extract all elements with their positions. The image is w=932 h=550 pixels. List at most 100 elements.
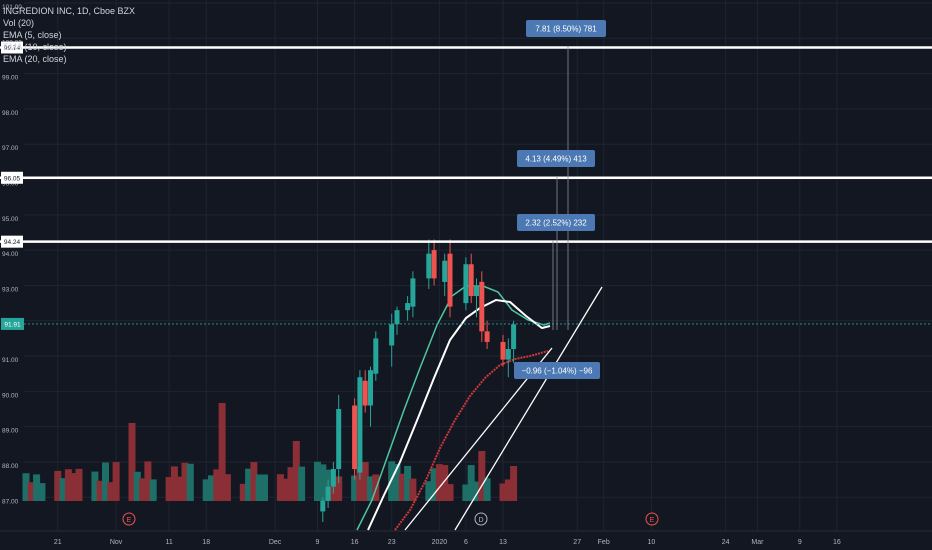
volume-bar bbox=[112, 462, 120, 501]
volume-bar bbox=[462, 484, 470, 501]
event-marker-label: E bbox=[127, 517, 132, 524]
x-tick-label: 2020 bbox=[432, 539, 448, 546]
volume-bar bbox=[292, 441, 300, 501]
candle-body[interactable] bbox=[389, 324, 395, 346]
y-tick-label: 99.00 bbox=[2, 75, 19, 82]
y-tick-label: 89.00 bbox=[2, 428, 19, 435]
ema20-line bbox=[394, 350, 549, 531]
volume-bar bbox=[261, 474, 268, 501]
candle-body[interactable] bbox=[474, 285, 479, 297]
volume-bar bbox=[181, 462, 189, 501]
measure-label-box[interactable] bbox=[514, 362, 600, 379]
candle-body[interactable] bbox=[426, 253, 432, 279]
volume-bar bbox=[361, 462, 369, 501]
x-tick-label: 9 bbox=[316, 539, 320, 546]
volume-bar bbox=[96, 480, 104, 501]
candle-body[interactable] bbox=[463, 264, 469, 304]
candle-body[interactable] bbox=[336, 409, 342, 470]
measure-label-box[interactable] bbox=[517, 150, 595, 167]
volume-bar bbox=[282, 478, 290, 501]
y-tick-label: 87.00 bbox=[2, 498, 19, 505]
y-tick-label: 96.00 bbox=[2, 181, 19, 188]
measure-label[interactable]: 7.81 (8.50%) 781 bbox=[535, 25, 597, 34]
candle-body[interactable] bbox=[505, 349, 511, 360]
candle-body[interactable] bbox=[484, 331, 490, 342]
price-line-label-box bbox=[1, 171, 23, 184]
candle-body[interactable] bbox=[511, 324, 517, 349]
volume-bar bbox=[467, 465, 475, 501]
x-tick-label: 16 bbox=[351, 539, 359, 546]
candle-body[interactable] bbox=[442, 260, 448, 282]
candle-body[interactable] bbox=[362, 380, 368, 406]
candle-body[interactable] bbox=[394, 310, 400, 325]
volume-bar bbox=[128, 423, 136, 501]
volume-bar bbox=[404, 465, 412, 501]
legend-title[interactable]: INGREDION INC, 1D, Cboe BZX bbox=[3, 6, 136, 16]
candle-body[interactable] bbox=[405, 303, 411, 311]
candle-body[interactable] bbox=[410, 278, 416, 307]
trend-line[interactable] bbox=[454, 286, 603, 531]
event-marker-dividend[interactable] bbox=[474, 512, 488, 526]
candle-body[interactable] bbox=[357, 377, 363, 473]
volume-bar bbox=[287, 467, 295, 501]
y-tick-label: 94.00 bbox=[2, 251, 19, 258]
measure-label[interactable]: 2.32 (2.52%) 232 bbox=[525, 219, 587, 228]
candle-body[interactable] bbox=[431, 250, 437, 279]
volume-bar bbox=[435, 464, 443, 501]
volume-bar bbox=[276, 474, 284, 501]
candle-body[interactable] bbox=[447, 253, 453, 307]
volume-bar bbox=[393, 464, 401, 501]
event-marker-earnings-upcoming[interactable] bbox=[645, 512, 659, 526]
volume-bar bbox=[64, 469, 72, 501]
measure-label-box[interactable] bbox=[526, 20, 606, 37]
candle-body[interactable] bbox=[325, 486, 331, 501]
ema10-line bbox=[367, 298, 551, 531]
volume-bar bbox=[59, 478, 67, 501]
volume-bar bbox=[186, 463, 194, 501]
candle-body[interactable] bbox=[373, 338, 379, 374]
last-price-label: 91.91 bbox=[4, 321, 21, 328]
volume-bar bbox=[351, 475, 359, 501]
candle-body[interactable] bbox=[500, 341, 506, 360]
measure-label[interactable]: −0.96 (−1.04%) −96 bbox=[522, 367, 593, 376]
volume-bar bbox=[510, 466, 518, 501]
volume-bar bbox=[239, 483, 247, 501]
candle-body[interactable] bbox=[330, 469, 336, 487]
candle-body[interactable] bbox=[468, 264, 474, 297]
event-marker-label: E bbox=[650, 517, 655, 524]
legend-ema20[interactable]: EMA (20, close) bbox=[3, 54, 67, 64]
measure-label[interactable]: 4.13 (4.49%) 413 bbox=[525, 155, 587, 164]
candle-body[interactable] bbox=[479, 281, 485, 332]
volume-bar bbox=[139, 478, 147, 501]
legend-vol[interactable]: Vol (20) bbox=[3, 18, 35, 28]
volume-bar bbox=[441, 465, 449, 501]
volume-bar bbox=[398, 473, 406, 501]
price-line-label: 96.05 bbox=[4, 175, 21, 182]
volume-bar bbox=[430, 468, 438, 501]
volume-bar bbox=[223, 474, 231, 501]
y-tick-label: 91.00 bbox=[2, 357, 19, 364]
x-tick-label: Mar bbox=[751, 539, 764, 546]
volume-bar bbox=[75, 468, 83, 501]
price-line-label-box bbox=[1, 235, 23, 248]
volume-bar bbox=[504, 479, 512, 501]
candle-body[interactable] bbox=[320, 500, 326, 512]
x-tick-label: 13 bbox=[499, 539, 507, 546]
volume-bar bbox=[165, 477, 173, 501]
chart-legend: INGREDION INC, 1D, Cboe BZX Vol (20) EMA… bbox=[3, 5, 135, 65]
measure-label-box[interactable] bbox=[517, 214, 595, 231]
event-marker-earnings[interactable] bbox=[122, 512, 136, 526]
last-price-label-box bbox=[1, 317, 24, 330]
price-line-label: 94.24 bbox=[4, 239, 21, 246]
x-tick-label: Dec bbox=[269, 539, 282, 546]
legend-ema10[interactable]: EMA (10, close) bbox=[3, 42, 67, 52]
volume-bar bbox=[319, 464, 327, 501]
candle-body[interactable] bbox=[352, 405, 358, 470]
volume-bar bbox=[478, 451, 486, 501]
legend-ema5[interactable]: EMA (5, close) bbox=[3, 30, 62, 40]
x-tick-label: 16 bbox=[833, 539, 841, 546]
candle-body[interactable] bbox=[368, 370, 373, 406]
x-tick-label: Feb bbox=[598, 539, 610, 546]
volume-bar bbox=[33, 474, 41, 501]
